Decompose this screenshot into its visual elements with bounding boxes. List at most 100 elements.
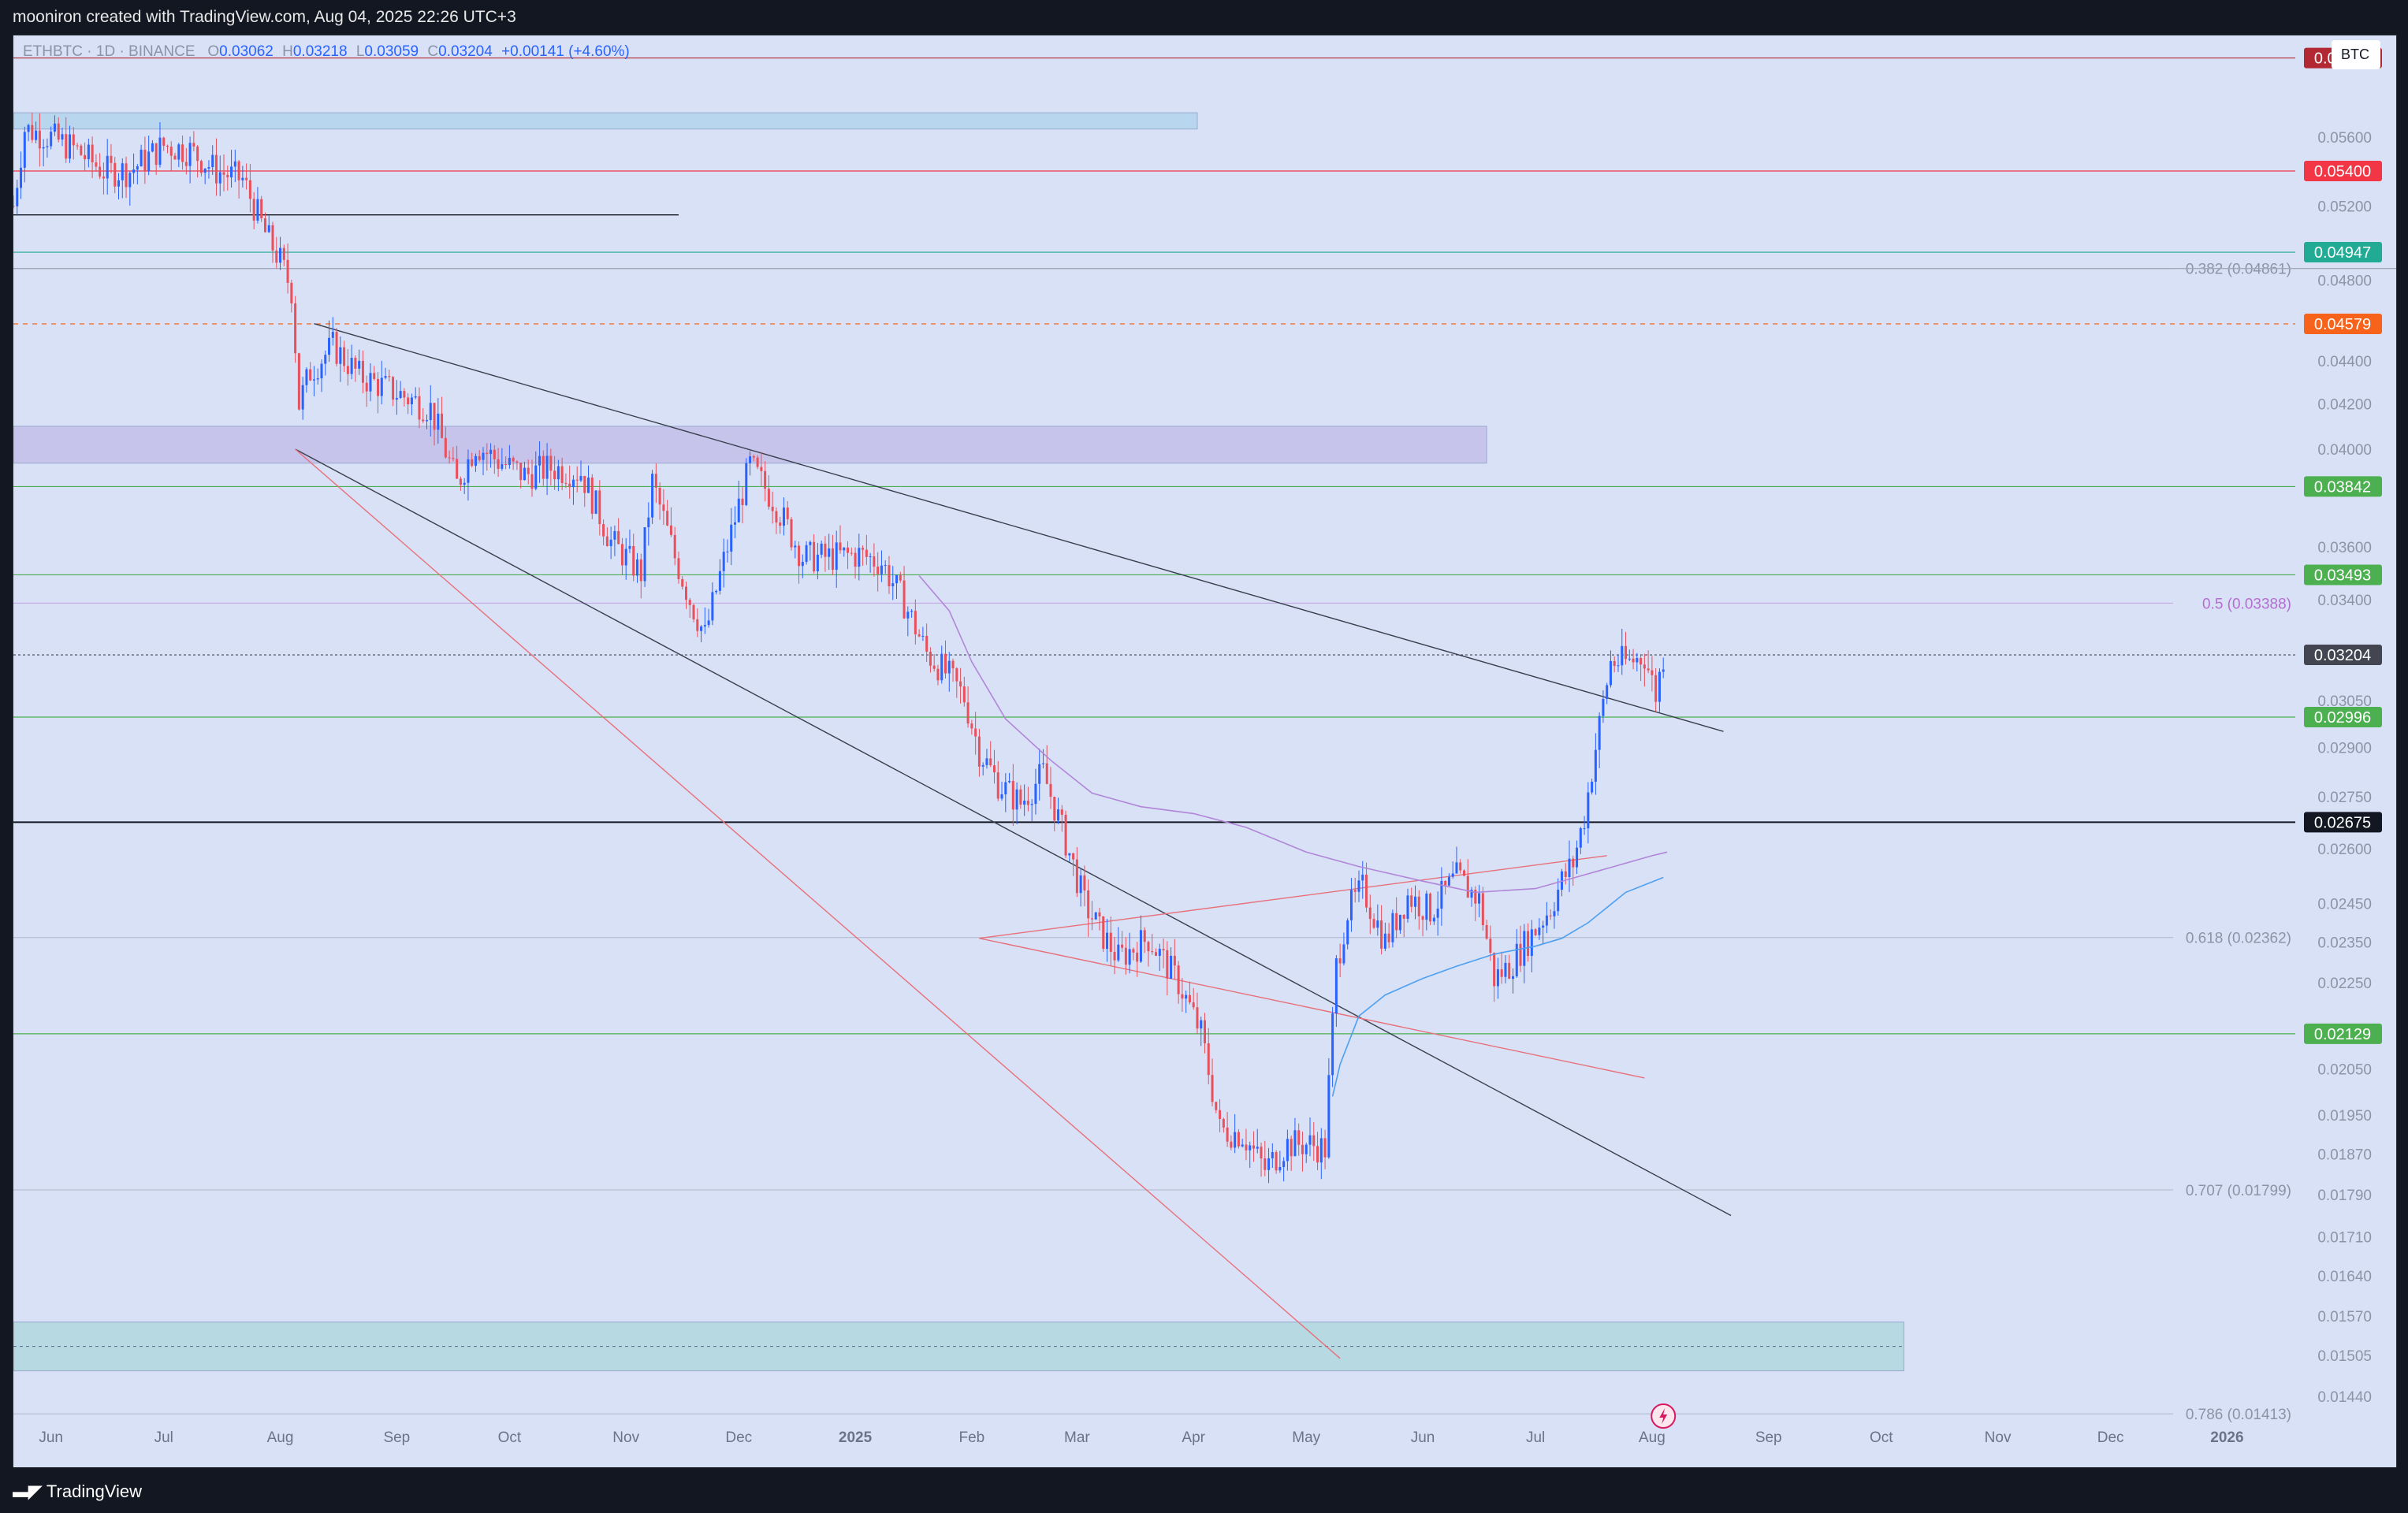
price-tick-15: 0.02050	[2317, 1061, 2372, 1078]
candle-body	[1564, 871, 1567, 877]
candle-body	[989, 758, 992, 766]
candle-body	[1207, 1043, 1210, 1076]
candle-body	[1256, 1147, 1259, 1149]
candle-body	[1162, 949, 1165, 950]
candle-body	[1636, 657, 1639, 663]
candle-body	[1398, 914, 1401, 931]
candle-body	[279, 247, 282, 263]
candle-body	[873, 556, 876, 567]
ma-slow-line	[918, 574, 1668, 894]
candle-body	[798, 545, 801, 567]
trendline-1	[295, 448, 1732, 1217]
candle-body	[1211, 1075, 1214, 1102]
candle-body	[128, 173, 132, 188]
candle-body	[1057, 809, 1060, 821]
price-tick-21: 0.01570	[2317, 1309, 2372, 1325]
close-label: C	[427, 43, 439, 60]
candle-body	[418, 396, 421, 420]
candle-body	[966, 702, 970, 724]
candle-body	[1019, 789, 1022, 805]
candle-body	[1421, 916, 1424, 920]
candle-body	[218, 172, 221, 184]
candle-body	[1185, 994, 1188, 999]
candle-body	[1594, 749, 1597, 782]
candle-body	[173, 155, 177, 160]
candle-body	[828, 548, 831, 557]
candle-body	[501, 463, 504, 469]
candle-body	[711, 592, 714, 621]
candle-body	[1587, 792, 1590, 829]
candle-body	[241, 177, 244, 180]
candle-body	[583, 476, 586, 493]
candle-body	[515, 461, 519, 463]
candle-body	[110, 155, 113, 163]
candle-body	[992, 765, 996, 773]
candle-body	[1308, 1135, 1312, 1145]
candle-body	[166, 145, 169, 147]
candle-body	[843, 547, 846, 551]
candle-body	[147, 151, 151, 171]
candle-body	[102, 177, 105, 179]
candle-body	[365, 382, 368, 392]
candle-body	[497, 459, 500, 469]
candle-body	[1049, 783, 1052, 797]
candle-body	[199, 161, 203, 173]
candle-body	[624, 548, 627, 566]
candle-body	[696, 619, 699, 631]
candle-body	[125, 163, 128, 188]
candle-body	[970, 723, 973, 729]
candle-body	[1132, 949, 1135, 953]
open-label: O	[207, 43, 220, 60]
candle-body	[121, 163, 124, 180]
candle-body	[1429, 893, 1432, 922]
candle-body	[1222, 1118, 1225, 1128]
symbol-legend[interactable]: ETHBTC · 1D · BINANCE O0.03062 H0.03218 …	[23, 43, 630, 61]
candle-body	[508, 458, 511, 466]
candle-body	[981, 764, 984, 767]
tradingview-logo[interactable]: ▬◤ TradingView	[13, 1481, 142, 1502]
candle-body	[1368, 907, 1371, 920]
candle-body	[549, 455, 553, 471]
level-badge-6	[2304, 645, 2382, 666]
candle-body	[76, 145, 79, 147]
chart-area[interactable]: 0.382 (0.04861) 0.5 (0.03388) 0.618 (0.023…	[13, 35, 2397, 1469]
candle-body	[1316, 1146, 1319, 1163]
candle-body	[392, 377, 395, 400]
candle-body	[290, 282, 293, 304]
level-badge-4	[2304, 476, 2382, 497]
candle-body	[320, 363, 323, 379]
candle-body	[1087, 890, 1090, 919]
candle-body	[1414, 896, 1417, 907]
candle-body	[263, 217, 266, 232]
candle-body	[192, 143, 195, 147]
price-chart[interactable]: 0.382 (0.04861) 0.5 (0.03388) 0.618 (0.023…	[13, 35, 2396, 1468]
candle-body	[831, 548, 834, 571]
candle-body	[1515, 943, 1518, 976]
candle-body	[1380, 920, 1383, 949]
candle-body	[444, 437, 447, 458]
candle-body	[1478, 893, 1481, 904]
candle-body	[932, 665, 936, 669]
candle-body	[1136, 952, 1139, 962]
candle-body	[388, 376, 391, 377]
candle-body	[493, 449, 496, 459]
price-tick-20: 0.01640	[2317, 1269, 2372, 1285]
currency-button[interactable]: BTC	[2332, 40, 2380, 69]
candle-body	[752, 456, 755, 458]
candle-body	[1538, 928, 1541, 935]
open-value: 0.03062	[219, 43, 274, 60]
level-badge-label-2: 0.04947	[2314, 244, 2371, 262]
candle-body	[1293, 1130, 1297, 1157]
candle-body	[61, 134, 64, 140]
candle-body	[1591, 781, 1594, 793]
footer-bar: ▬◤ TradingView	[0, 1467, 2408, 1513]
candle-body	[1173, 955, 1176, 966]
candle-body	[899, 574, 902, 581]
candle-body	[1249, 1145, 1252, 1151]
candle-body	[1391, 913, 1394, 942]
level-badge-label-8: 0.02675	[2314, 814, 2371, 831]
level-badge-label-6: 0.03204	[2314, 647, 2371, 664]
candle-body	[869, 556, 872, 558]
candle-body	[1026, 801, 1029, 805]
candle-body	[1447, 876, 1450, 886]
